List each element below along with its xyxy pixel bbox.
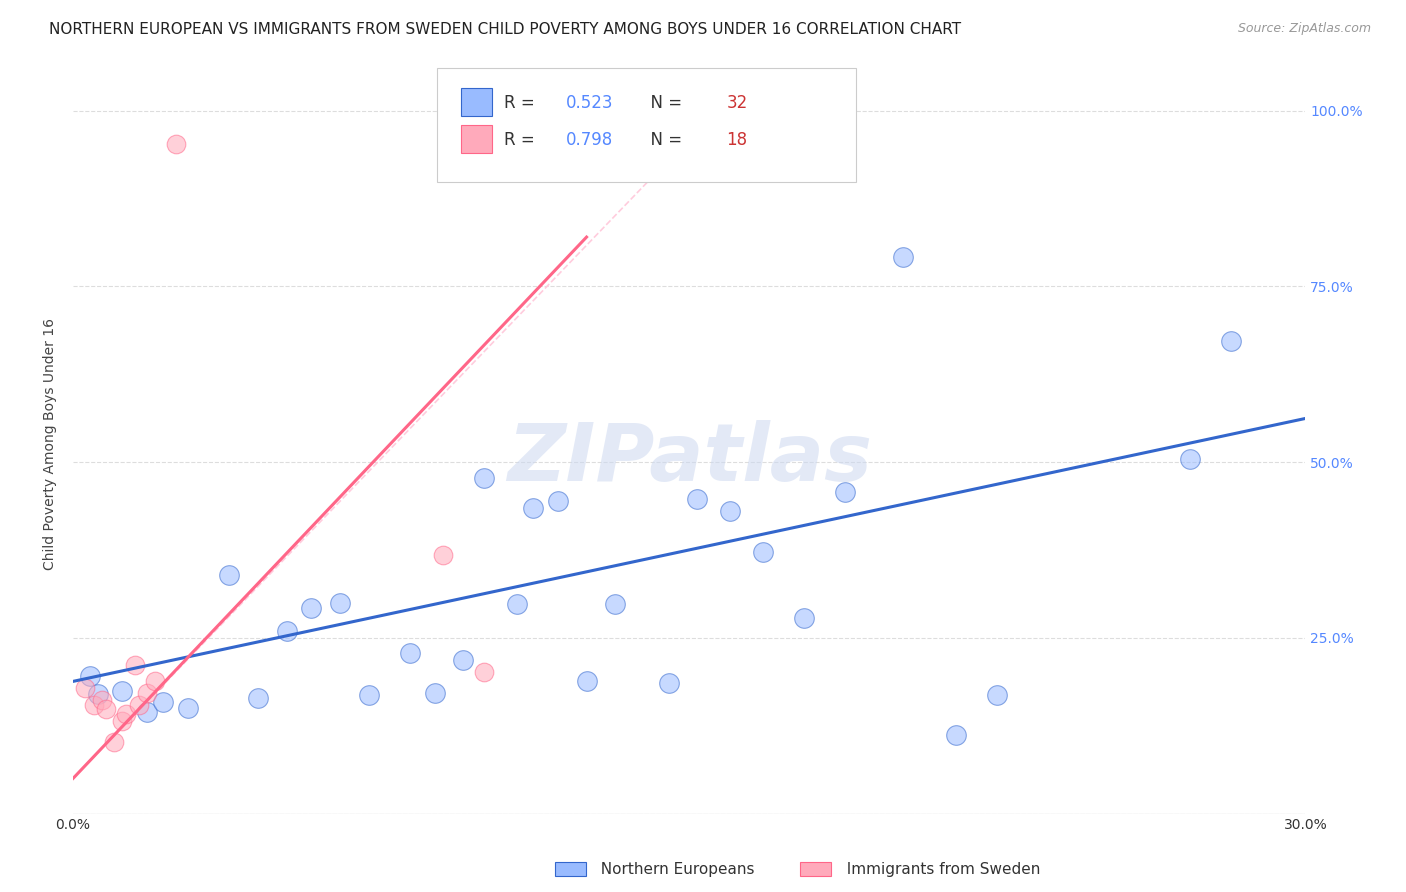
Point xyxy=(423,685,446,699)
Point xyxy=(399,646,422,660)
Point xyxy=(357,689,380,703)
Text: 0.798: 0.798 xyxy=(567,131,613,149)
Point xyxy=(75,681,97,696)
Point xyxy=(453,653,475,667)
Text: NORTHERN EUROPEAN VS IMMIGRANTS FROM SWEDEN CHILD POVERTY AMONG BOYS UNDER 16 CO: NORTHERN EUROPEAN VS IMMIGRANTS FROM SWE… xyxy=(49,22,962,37)
Point xyxy=(111,683,134,698)
Point xyxy=(752,545,775,559)
Point xyxy=(472,470,495,484)
Point xyxy=(686,491,709,506)
Point xyxy=(605,597,627,611)
Y-axis label: Child Poverty Among Boys Under 16: Child Poverty Among Boys Under 16 xyxy=(44,318,58,571)
Point xyxy=(218,567,240,582)
Text: Immigrants from Sweden: Immigrants from Sweden xyxy=(837,863,1040,877)
Point xyxy=(165,137,187,152)
Point xyxy=(111,714,134,728)
Point xyxy=(83,698,105,712)
Text: 18: 18 xyxy=(727,131,748,149)
Point xyxy=(547,493,569,508)
Point xyxy=(472,665,495,679)
Point xyxy=(718,504,741,518)
Text: 32: 32 xyxy=(727,95,748,112)
Text: N =: N = xyxy=(640,131,688,149)
Point xyxy=(177,701,200,715)
Point xyxy=(136,705,159,719)
Point xyxy=(136,685,159,699)
Text: N =: N = xyxy=(640,95,688,112)
Point xyxy=(299,601,322,615)
Point xyxy=(115,706,138,721)
Point xyxy=(143,674,166,689)
Point xyxy=(575,674,598,689)
Point xyxy=(891,250,914,264)
Point xyxy=(276,624,298,638)
Point xyxy=(658,676,681,690)
Point xyxy=(94,702,117,716)
FancyBboxPatch shape xyxy=(461,88,492,116)
Point xyxy=(945,728,967,742)
Point xyxy=(329,596,352,610)
Text: Northern Europeans: Northern Europeans xyxy=(591,863,754,877)
Text: ZIPatlas: ZIPatlas xyxy=(506,420,872,499)
FancyBboxPatch shape xyxy=(555,862,586,876)
Point xyxy=(103,735,125,749)
Point xyxy=(152,696,174,710)
Point xyxy=(128,698,150,712)
Point xyxy=(793,611,815,625)
Point xyxy=(834,484,856,499)
FancyBboxPatch shape xyxy=(437,68,856,183)
Text: R =: R = xyxy=(505,131,540,149)
Point xyxy=(79,669,101,683)
Text: Source: ZipAtlas.com: Source: ZipAtlas.com xyxy=(1237,22,1371,36)
Text: 0.523: 0.523 xyxy=(567,95,613,112)
Point xyxy=(506,597,529,611)
FancyBboxPatch shape xyxy=(461,125,492,153)
Point xyxy=(87,687,110,701)
Point xyxy=(1180,451,1202,466)
Point xyxy=(246,690,269,705)
FancyBboxPatch shape xyxy=(800,862,831,876)
Point xyxy=(522,500,544,515)
Point xyxy=(90,692,112,706)
Text: R =: R = xyxy=(505,95,540,112)
Point xyxy=(1220,334,1243,348)
Point xyxy=(986,689,1008,703)
Point xyxy=(432,548,454,562)
Point xyxy=(124,657,146,672)
